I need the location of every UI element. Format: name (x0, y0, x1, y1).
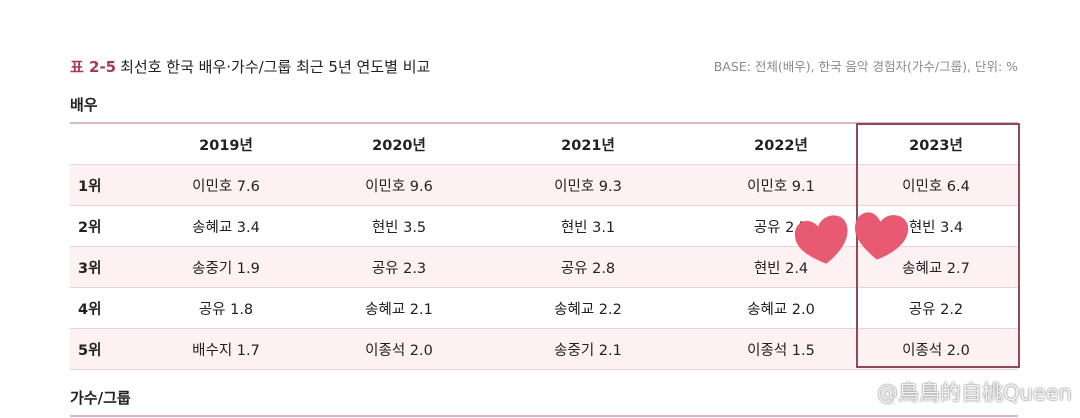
rank-label: 3위 (70, 246, 122, 288)
header-2022: 2022년 (708, 123, 854, 165)
actor-ranking-table: 2019년 2020년 2021년 2022년 2023년 1위 이민호 7.6 이… (70, 122, 1018, 370)
base-note: BASE: 전체(배우), 한국 음악 경험자(가수/그룹), 단위: % (713, 59, 1018, 74)
table-cell: 공유 1.8 (122, 287, 330, 329)
table-cell: 이민호 9.1 (708, 164, 854, 206)
table-cell: 이민호 9.6 (330, 164, 468, 206)
table-cell: 공유 2.3 (330, 246, 468, 288)
header-2019: 2019년 (122, 123, 330, 165)
table-cell: 이종석 1.5 (708, 328, 854, 370)
table-cell: 이종석 2.0 (854, 328, 1018, 370)
table-cell: 이민호 7.6 (122, 164, 330, 206)
rank-label: 4위 (70, 287, 122, 329)
header-rank (70, 123, 122, 165)
rank-label: 5위 (70, 328, 122, 370)
divider (70, 415, 1018, 417)
table-row: 5위 배수지 1.7 이종석 2.0 송중기 2.1 이종석 1.5 이종석 2.0 (70, 328, 1018, 370)
table-cell: 배수지 1.7 (122, 328, 330, 370)
table-row: 3위 송중기 1.9 공유 2.3 공유 2.8 현빈 2.4 송혜교 2.7 (70, 246, 1018, 288)
table-cell: 이민호 9.3 (468, 164, 708, 206)
section-heading-actors: 배우 (70, 96, 98, 114)
table-cell: 송중기 2.1 (468, 328, 708, 370)
table-cell: 현빈 3.5 (330, 205, 468, 247)
table-row: 2위 송혜교 3.4 현빈 3.5 현빈 3.1 공유 2.7 현빈 3.4 (70, 205, 1018, 247)
table-number: 표 2-5 (70, 58, 117, 76)
table-row: 1위 이민호 7.6 이민호 9.6 이민호 9.3 이민호 9.1 이민호 6.4 (70, 164, 1018, 206)
heart-sticker-icon (855, 212, 909, 260)
table-cell: 현빈 3.1 (468, 205, 708, 247)
table-cell: 공유 2.2 (854, 287, 1018, 329)
table-cell: 송중기 1.9 (122, 246, 330, 288)
section-heading-singers: 가수/그룹 (70, 389, 131, 407)
table-cell: 송혜교 2.2 (468, 287, 708, 329)
watermark: @鳥鳥的自桃Queen (877, 381, 1072, 405)
table-row: 4위 공유 1.8 송혜교 2.1 송혜교 2.2 송혜교 2.0 공유 2.2 (70, 287, 1018, 329)
rank-label: 2위 (70, 205, 122, 247)
table-cell: 송혜교 2.0 (708, 287, 854, 329)
table-cell: 송혜교 2.1 (330, 287, 468, 329)
header-2021: 2021년 (468, 123, 708, 165)
table-header-row: 2019년 2020년 2021년 2022년 2023년 (70, 123, 1018, 165)
table-cell: 이종석 2.0 (330, 328, 468, 370)
table-title: 표 2-5 최선호 한국 배우·가수/그룹 최근 5년 연도별 비교 (70, 56, 430, 77)
table-cell: 공유 2.8 (468, 246, 708, 288)
rank-label: 1위 (70, 164, 122, 206)
header-2023: 2023년 (854, 123, 1018, 165)
header-2020: 2020년 (330, 123, 468, 165)
table-cell: 이민호 6.4 (854, 164, 1018, 206)
heart-sticker-icon (794, 215, 848, 264)
table-cell: 송혜교 3.4 (122, 205, 330, 247)
table-title-text: 최선호 한국 배우·가수/그룹 최근 5년 연도별 비교 (120, 58, 431, 76)
